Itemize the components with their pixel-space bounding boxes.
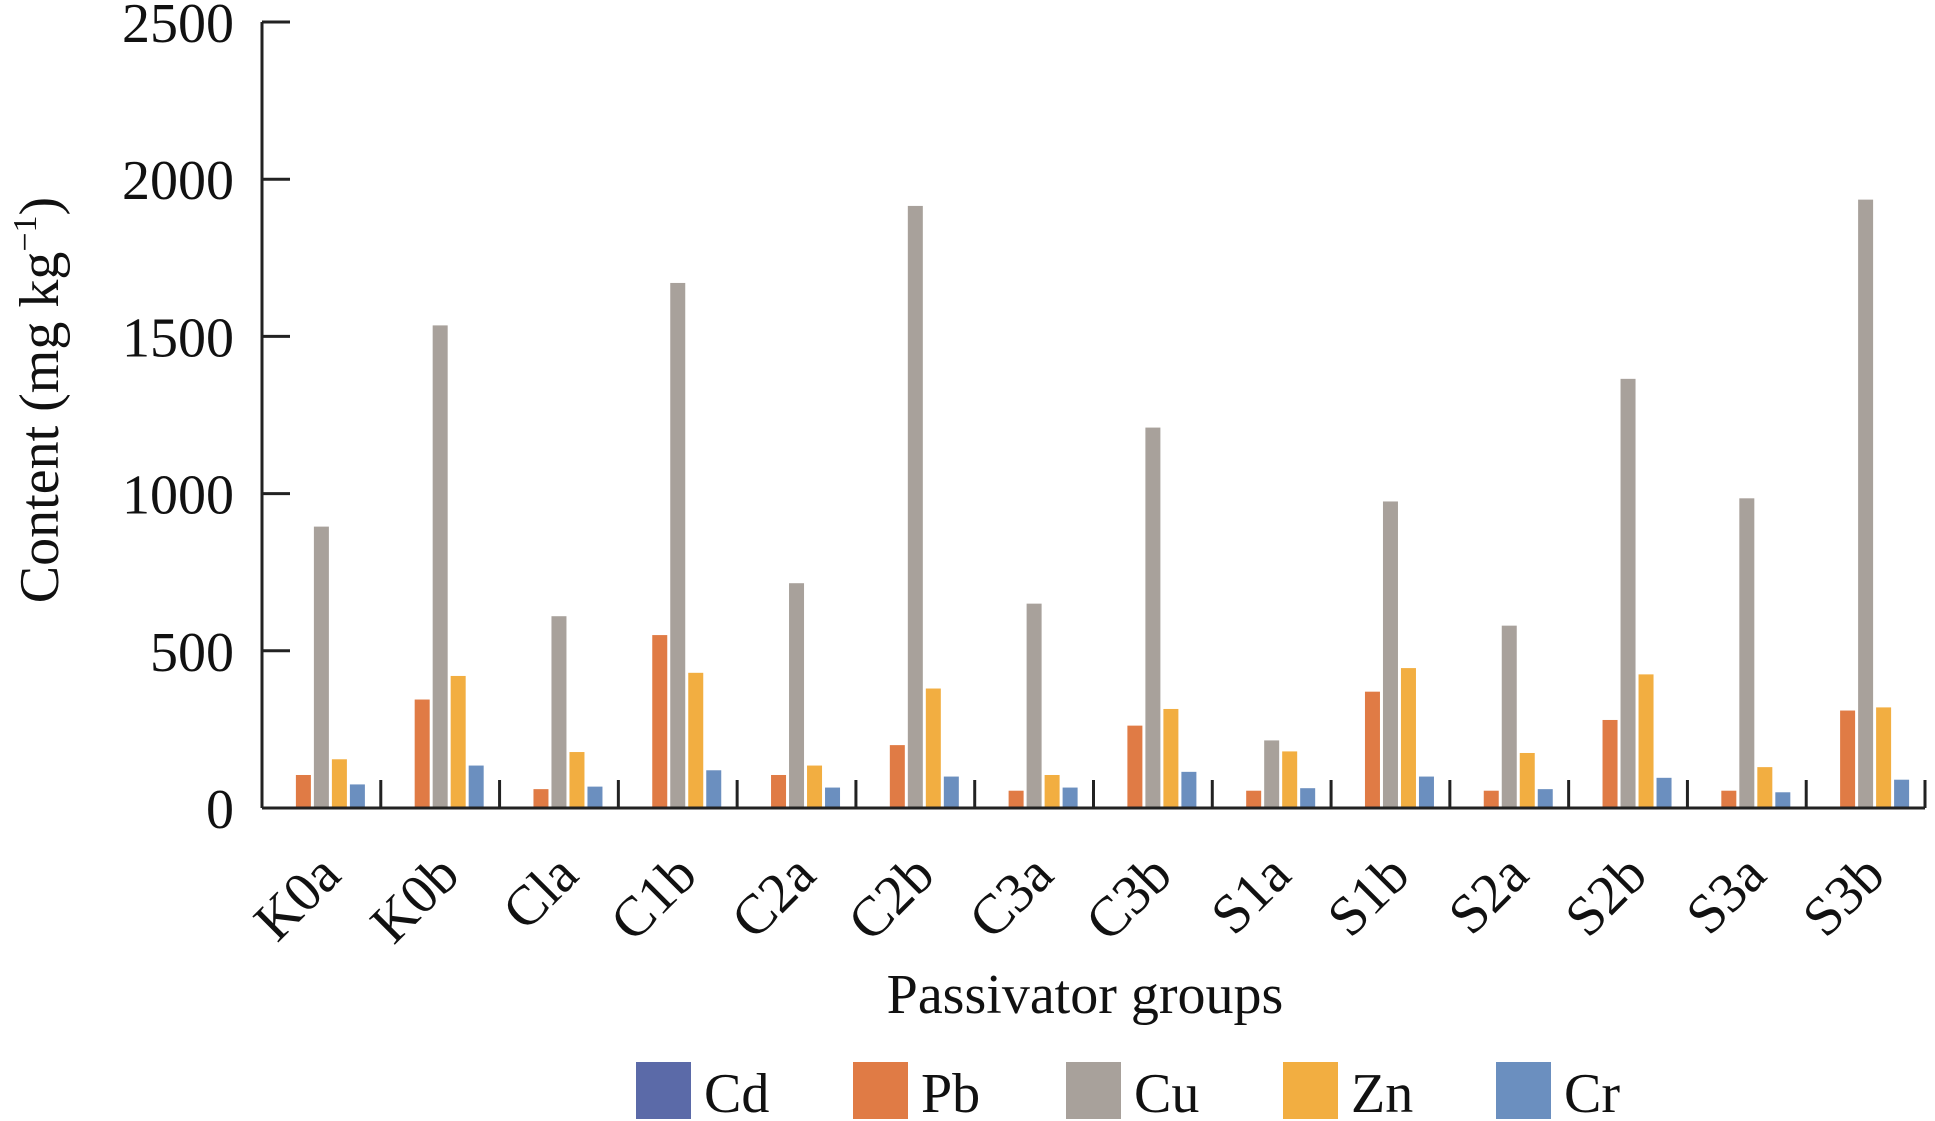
bar-cr-s1a	[1300, 788, 1316, 808]
bar-zn-c1b	[688, 672, 704, 808]
bar-zn-k0a	[331, 759, 347, 808]
bar-cu-s1b	[1382, 501, 1398, 808]
y-axis-tick-labels: 0 500 1000 1500 2000 2500	[122, 0, 234, 841]
x-tick-label: Cla	[491, 843, 590, 942]
legend: Cd Pb Cu Zn Cr	[636, 1062, 1620, 1121]
bar-cr-k0b	[468, 765, 484, 808]
bar-cr-s2b	[1656, 777, 1672, 808]
x-tick-label: K0a	[242, 843, 352, 953]
bar-cu-c1b	[670, 282, 686, 808]
bar-pb-s2a	[1483, 790, 1499, 808]
x-tick-label: C1b	[599, 843, 709, 953]
bar-pb-c2b	[889, 745, 905, 808]
legend-swatch-zn	[1283, 1062, 1338, 1119]
bar-cu-k0b	[432, 325, 448, 808]
bar-pb-cla	[533, 789, 549, 808]
bar-zn-s1b	[1400, 668, 1416, 808]
bar-cr-s3b	[1894, 779, 1910, 808]
legend-label-zn: Zn	[1351, 1063, 1413, 1121]
bar-cr-c3a	[1062, 787, 1078, 808]
y-axis-ticks	[262, 20, 290, 810]
x-tick-label: S3b	[1791, 843, 1896, 948]
bars	[277, 199, 1910, 809]
bar-zn-s3a	[1757, 767, 1773, 808]
y-axis-label-superscript: −1	[7, 215, 44, 251]
x-tick-label: C2b	[836, 843, 946, 953]
bar-zn-s3b	[1876, 707, 1892, 808]
y-axis-label: Content (mg kg−1)	[7, 197, 71, 603]
y-tick-label: 1500	[122, 307, 234, 369]
bar-pb-c2a	[771, 774, 787, 808]
bar-zn-c2b	[925, 688, 941, 808]
legend-label-cu: Cu	[1134, 1063, 1199, 1121]
bar-cr-c2b	[943, 776, 959, 808]
y-tick-label: 0	[206, 779, 234, 841]
bar-pb-s2b	[1602, 719, 1618, 808]
y-axis-label-close: )	[9, 197, 71, 216]
bar-cu-c3b	[1145, 427, 1161, 808]
bar-pb-s1a	[1246, 790, 1262, 808]
y-tick-label: 500	[150, 622, 234, 684]
bar-cu-s3b	[1858, 199, 1874, 809]
bar-cr-k0a	[349, 784, 365, 808]
bar-pb-c3a	[1008, 790, 1024, 808]
legend-label-pb: Pb	[921, 1063, 980, 1121]
x-tick-label: C3b	[1074, 843, 1184, 953]
bar-cr-cla	[587, 786, 603, 808]
bar-cu-c2a	[789, 583, 805, 808]
bar-zn-c3b	[1163, 708, 1179, 808]
bar-cr-c1b	[706, 770, 722, 808]
y-axis-label-main: Content (mg kg	[9, 252, 71, 604]
bar-zn-c2a	[807, 765, 823, 808]
bar-cu-s2a	[1501, 625, 1517, 808]
bar-cr-c2a	[825, 787, 841, 808]
bar-cu-k0a	[313, 526, 329, 808]
bar-cu-c2b	[907, 205, 923, 808]
x-tick-label: S1a	[1199, 843, 1302, 946]
legend-swatch-cr	[1496, 1062, 1551, 1119]
x-axis-ticks	[260, 780, 1927, 808]
y-tick-label: 2500	[122, 0, 234, 55]
x-tick-label: S2a	[1437, 843, 1540, 946]
x-tick-label: K0b	[359, 843, 471, 955]
bar-cr-s2a	[1537, 789, 1553, 808]
bar-cu-s1a	[1264, 740, 1280, 808]
y-tick-label: 2000	[122, 150, 234, 212]
x-axis-label: Passivator groups	[887, 964, 1284, 1026]
bar-pb-k0b	[414, 699, 430, 808]
bar-cu-s2b	[1620, 378, 1636, 808]
x-tick-label: C3a	[957, 843, 1065, 951]
bar-zn-s1a	[1282, 751, 1298, 808]
x-tick-label: S2b	[1553, 843, 1658, 948]
legend-swatch-cd	[636, 1062, 691, 1119]
legend-label-cr: Cr	[1564, 1063, 1620, 1121]
bar-zn-s2a	[1519, 752, 1535, 808]
x-tick-label: S1b	[1316, 843, 1421, 948]
bar-cr-c3b	[1181, 771, 1197, 808]
legend-swatch-cu	[1066, 1062, 1121, 1119]
bar-pb-s3a	[1721, 790, 1737, 808]
bar-pb-k0a	[295, 774, 311, 808]
bar-pb-c3b	[1127, 725, 1143, 808]
legend-swatch-pb	[853, 1062, 908, 1119]
bar-pb-s1b	[1364, 691, 1380, 808]
bar-cu-cla	[551, 616, 567, 808]
x-axis-tick-labels: K0a K0b Cla C1b C2a C2b C3a C3b S1a S1b S2a S2b S3a S…	[242, 843, 1896, 955]
bar-pb-c1b	[652, 635, 668, 808]
bar-cr-s1b	[1418, 776, 1434, 808]
bar-cr-s3a	[1775, 792, 1791, 808]
bar-cu-c3a	[1026, 603, 1042, 808]
bar-zn-k0b	[450, 675, 466, 808]
bar-zn-s2b	[1638, 674, 1654, 808]
legend-label-cd: Cd	[704, 1063, 769, 1121]
y-tick-label: 1000	[122, 465, 234, 527]
bar-cu-s3a	[1739, 498, 1755, 808]
x-tick-label: C2a	[720, 843, 828, 951]
bar-zn-cla	[569, 752, 585, 808]
bar-zn-c3a	[1044, 774, 1060, 808]
x-tick-label: S3a	[1674, 843, 1777, 946]
bar-pb-s3b	[1840, 710, 1856, 808]
